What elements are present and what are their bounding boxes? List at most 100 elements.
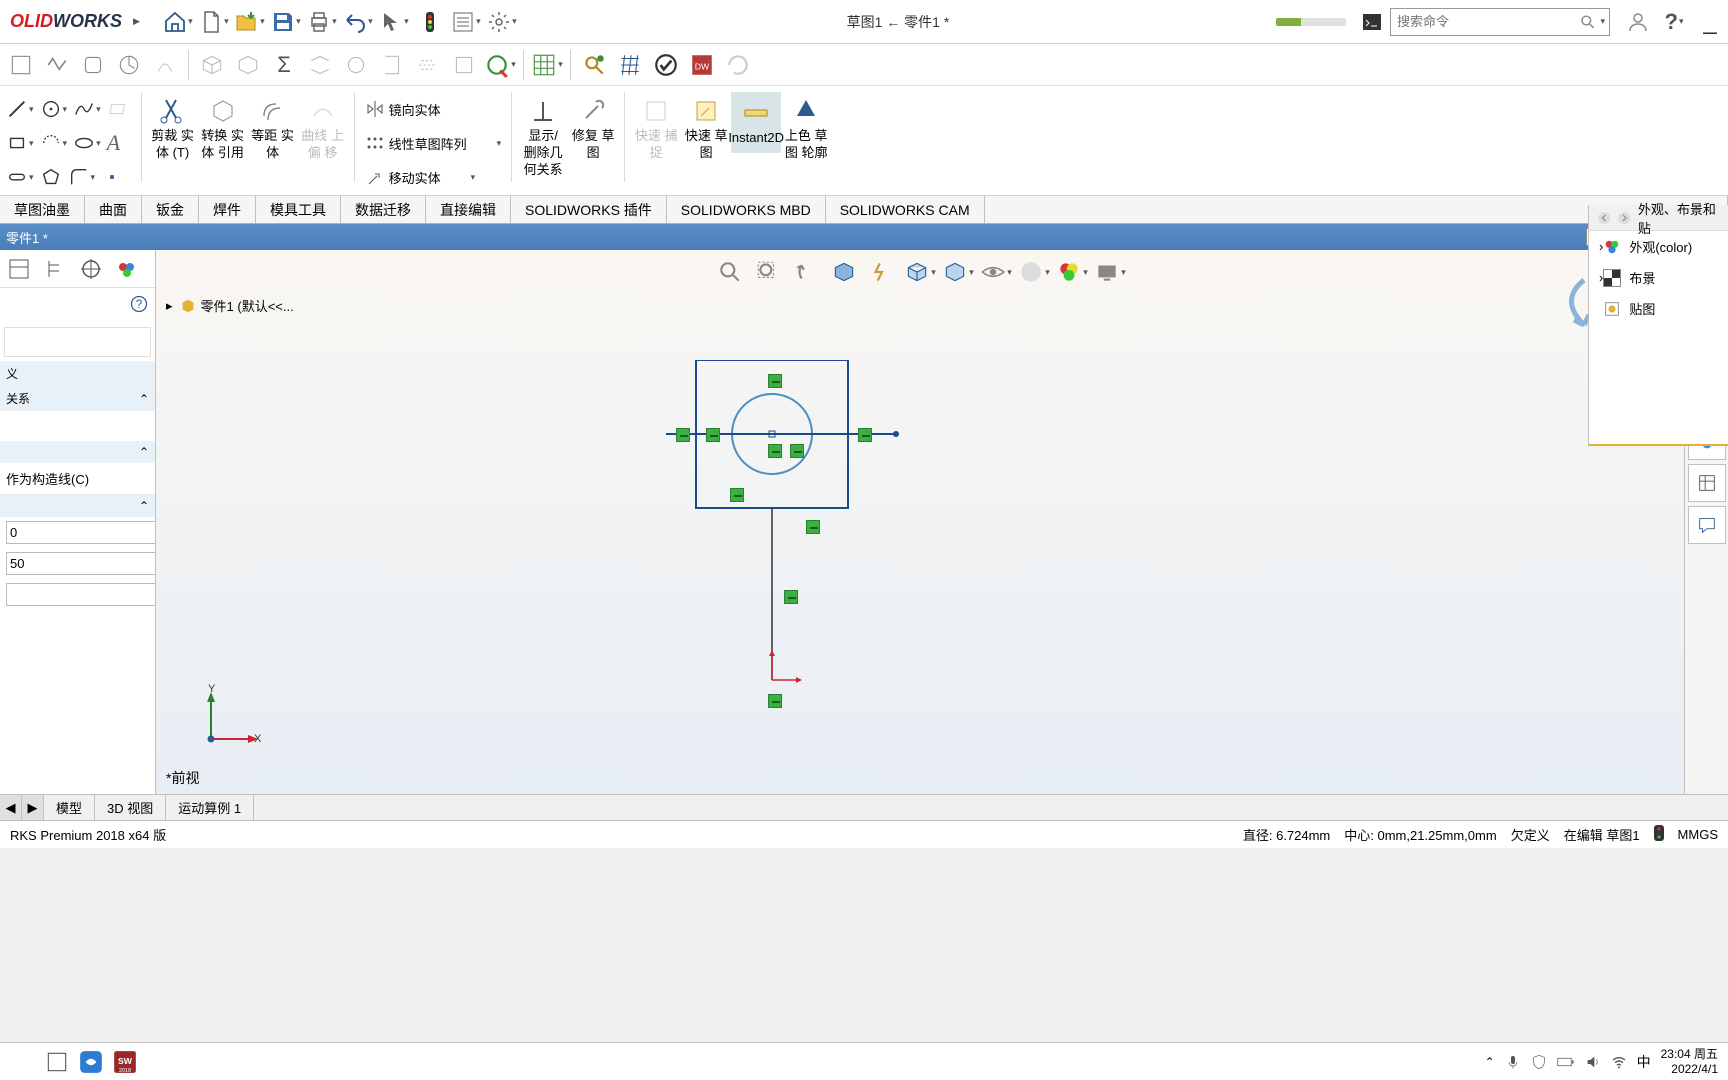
taskpane-properties[interactable] — [1688, 464, 1726, 502]
apply-scene-icon[interactable]: ▾ — [1056, 256, 1088, 288]
tool-box1[interactable] — [195, 48, 229, 82]
tab-cam[interactable]: SOLIDWORKS CAM — [826, 196, 985, 223]
construction-checkbox[interactable]: 作为构造线(C) — [6, 472, 89, 487]
sketch-geometry[interactable] — [536, 360, 936, 780]
shade-sketch[interactable]: 上色 草图 轮廓 — [781, 92, 831, 166]
relation-marker[interactable] — [768, 374, 782, 388]
relation-marker[interactable] — [706, 428, 720, 442]
tray-sound-icon[interactable] — [1585, 1054, 1601, 1070]
tab-mold[interactable]: 模具工具 — [256, 196, 341, 223]
circle-tool[interactable]: ▾ — [38, 96, 70, 122]
relation-marker[interactable] — [784, 590, 798, 604]
taskbar-solidworks[interactable]: SW2018 — [108, 1045, 142, 1079]
move-entities[interactable]: 移动实体▾ — [361, 166, 506, 190]
tab-sheetmetal[interactable]: 钣金 — [142, 196, 199, 223]
param-input-2[interactable] — [6, 552, 155, 575]
config-tab[interactable] — [38, 252, 72, 286]
back-icon[interactable] — [1597, 210, 1611, 226]
display-relations[interactable]: 显示/ 删除几 何关系 — [518, 92, 568, 183]
settings-icon[interactable]: ▾ — [484, 4, 520, 40]
section-definition[interactable]: 义 — [0, 361, 155, 386]
tab-mbd[interactable]: SOLIDWORKS MBD — [667, 196, 826, 223]
tool-12[interactable]: ▾ — [483, 48, 517, 82]
tab-direct-edit[interactable]: 直接编辑 — [426, 196, 511, 223]
taskpane-forum[interactable] — [1688, 506, 1726, 544]
btab-motion[interactable]: 运动算例 1 — [166, 795, 254, 820]
search-input[interactable] — [1391, 14, 1579, 29]
traffic-light-icon[interactable] — [412, 4, 448, 40]
tray-shield-icon[interactable] — [1531, 1054, 1547, 1070]
home-icon[interactable]: ▾ — [160, 4, 196, 40]
spline-tool[interactable]: ▾ — [71, 96, 103, 122]
instant-2d[interactable]: Instant2D — [731, 92, 781, 153]
tray-wifi-icon[interactable] — [1611, 1054, 1627, 1070]
tool-sigma[interactable]: Σ — [267, 48, 301, 82]
forward-icon[interactable] — [1617, 210, 1631, 226]
status-units[interactable]: MMGS — [1678, 827, 1718, 842]
user-icon[interactable] — [1620, 4, 1656, 40]
tray-battery-icon[interactable] — [1557, 1054, 1575, 1070]
options-icon[interactable]: ▾ — [448, 4, 484, 40]
tray-ime[interactable]: 中 — [1637, 1052, 1651, 1072]
rect-tool[interactable]: ▾ — [4, 130, 36, 156]
text-tool[interactable]: A — [105, 128, 122, 158]
arc-tool[interactable]: ▾ — [38, 130, 70, 156]
prev-view-icon[interactable] — [790, 256, 822, 288]
tool-grid[interactable] — [613, 48, 647, 82]
tab-surface[interactable]: 曲面 — [85, 196, 142, 223]
trim-entities[interactable]: 剪裁 实体 (T) — [148, 92, 198, 166]
tab-weldment[interactable]: 焊件 — [199, 196, 256, 223]
zoom-fit-icon[interactable] — [714, 256, 746, 288]
tool-10[interactable] — [411, 48, 445, 82]
minimize-icon[interactable]: _ — [1692, 4, 1728, 40]
taskbar-app1[interactable] — [40, 1045, 74, 1079]
undo-icon[interactable]: ▾ — [340, 4, 376, 40]
param-input-1[interactable] — [6, 521, 155, 544]
edit-appearance-icon[interactable]: ▾ — [1018, 256, 1050, 288]
tab-sketch-ink[interactable]: 草图油墨 — [0, 196, 85, 223]
fillet-tool[interactable]: ▾ — [66, 164, 98, 190]
ellipse-tool[interactable]: ▾ — [71, 130, 103, 156]
btab-model[interactable]: 模型 — [44, 795, 95, 820]
tab-addins[interactable]: SOLIDWORKS 插件 — [511, 196, 667, 223]
flyout-scene[interactable]: ›布景 — [1589, 262, 1728, 293]
tool-check[interactable] — [649, 48, 683, 82]
relation-marker[interactable] — [730, 488, 744, 502]
breadcrumb[interactable]: ▸ 零件1 (默认<<... — [166, 296, 294, 315]
slot-tool[interactable]: ▾ — [4, 164, 36, 190]
point-tool[interactable] — [99, 164, 125, 190]
section-relations[interactable]: 关系⌃ — [0, 386, 155, 411]
tool-3[interactable] — [76, 48, 110, 82]
view-settings-icon[interactable]: ▾ — [1094, 256, 1126, 288]
tool-2[interactable] — [40, 48, 74, 82]
display-style-icon[interactable]: ▾ — [942, 256, 974, 288]
tool-7[interactable] — [303, 48, 337, 82]
relation-marker[interactable] — [806, 520, 820, 534]
relation-marker[interactable] — [676, 428, 690, 442]
relation-marker[interactable] — [790, 444, 804, 458]
relation-marker[interactable] — [858, 428, 872, 442]
tool-box2[interactable] — [231, 48, 265, 82]
tool-11[interactable] — [447, 48, 481, 82]
section-params[interactable]: ⌃ — [0, 495, 155, 517]
tray-mic-icon[interactable] — [1505, 1054, 1521, 1070]
tool-search[interactable] — [577, 48, 611, 82]
search-box[interactable]: ▾ — [1390, 8, 1610, 36]
tab-migration[interactable]: 数据迁移 — [341, 196, 426, 223]
tool-refresh[interactable] — [721, 48, 755, 82]
quick-sketch[interactable]: 快速 草图 — [681, 92, 731, 166]
help-icon-panel[interactable]: ? — [129, 294, 149, 314]
flyout-decal[interactable]: ›贴图 — [1589, 293, 1728, 324]
repair-sketch[interactable]: 修复 草图 — [568, 92, 618, 166]
taskbar-app2[interactable] — [74, 1045, 108, 1079]
search-icon[interactable] — [1579, 13, 1596, 31]
mirror-entities[interactable]: 镜向实体 — [361, 97, 506, 121]
offset-entities[interactable]: 等距 实体 — [248, 92, 298, 166]
appearance-tab[interactable] — [110, 252, 144, 286]
tool-5[interactable] — [148, 48, 182, 82]
zoom-area-icon[interactable] — [752, 256, 784, 288]
polygon-tool[interactable] — [38, 164, 64, 190]
feature-tree-tab[interactable] — [2, 252, 36, 286]
tool-driven[interactable]: DW — [685, 48, 719, 82]
select-icon[interactable]: ▾ — [376, 4, 412, 40]
